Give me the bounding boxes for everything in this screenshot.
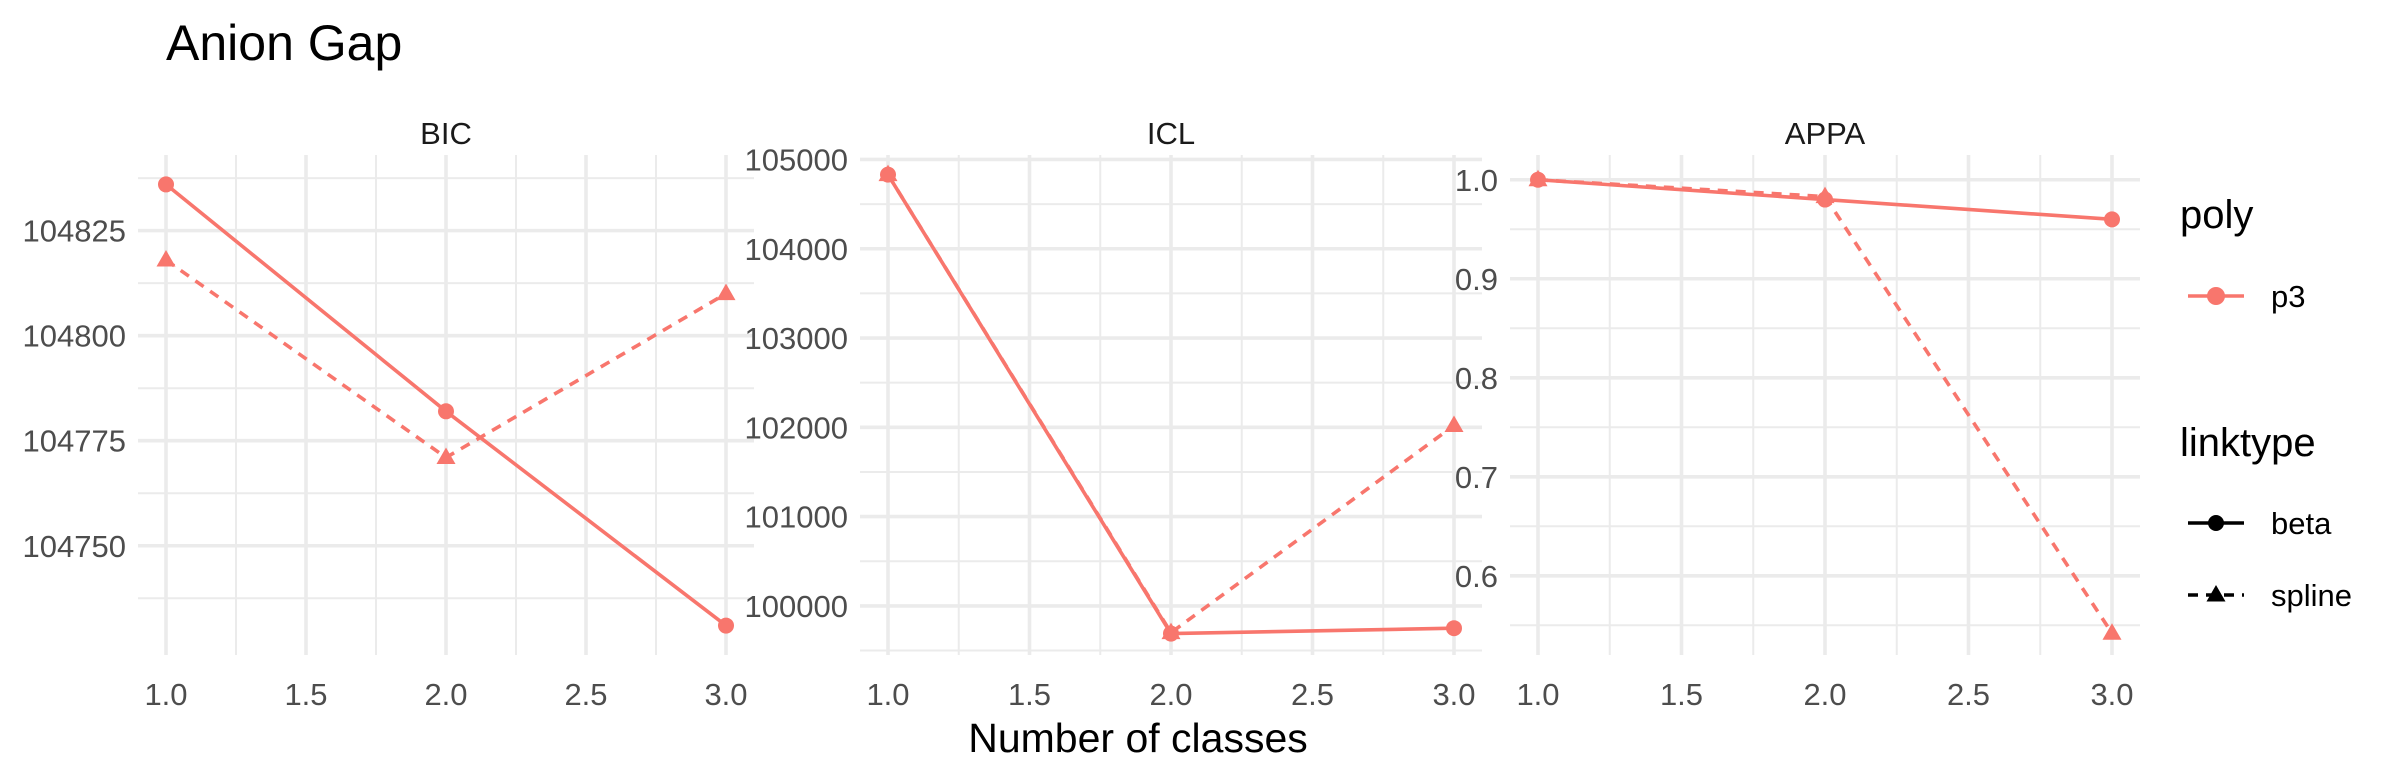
- x-tick-label: 2.0: [424, 677, 467, 712]
- series-line-spline: [1537, 177, 2114, 635]
- legend-title-linktype: linktype: [2180, 421, 2316, 465]
- data-point-spline: [436, 447, 456, 465]
- x-tick-label: 3.0: [1432, 677, 1475, 712]
- y-tick-label: 100000: [745, 589, 848, 624]
- x-tick-label: 1.0: [866, 677, 909, 712]
- data-point-beta: [438, 403, 454, 420]
- y-tick-label: 0.7: [1455, 460, 1498, 495]
- data-point-spline: [878, 164, 898, 182]
- y-tick-label: 104000: [745, 232, 848, 267]
- panels: 1.0 1.5 2.0 2.5 3.0 104750 104775 104800 104825 B…: [23, 116, 2140, 712]
- legend-key-triangle: [2206, 585, 2226, 602]
- x-tick-label: 2.0: [1803, 677, 1846, 712]
- y-tick-label: 101000: [745, 500, 848, 535]
- x-tick-label: 2.5: [1291, 677, 1334, 712]
- data-point-beta: [718, 617, 734, 634]
- data-point-spline: [2102, 623, 2122, 640]
- panel-icl: 1.0 1.5 2.0 2.5 3.0 100000 101000 102000 103000 1…: [745, 116, 1482, 712]
- legend-key-point: [2207, 287, 2225, 305]
- data-point-spline: [716, 283, 736, 301]
- data-point-spline: [1815, 186, 1835, 204]
- panel-strip-label: ICL: [1147, 116, 1195, 151]
- x-tick-label: 1.0: [144, 677, 187, 712]
- x-tick-label: 1.5: [1008, 677, 1051, 712]
- y-tick-label: 104825: [23, 214, 126, 249]
- legend-key-circle: [2208, 515, 2224, 531]
- legend-label-spline: spline: [2271, 578, 2352, 613]
- data-point-spline: [1161, 622, 1181, 640]
- data-point-beta: [2104, 211, 2120, 228]
- legend-title-poly: poly: [2180, 193, 2253, 237]
- data-point-spline: [156, 250, 176, 267]
- x-tick-label: 1.0: [1516, 677, 1559, 712]
- legend: poly p3 linktype beta spline: [2180, 193, 2352, 613]
- y-tick-label: 0.6: [1455, 559, 1498, 594]
- y-tick-label: 0.8: [1455, 361, 1498, 396]
- x-tick-label: 2.0: [1149, 677, 1192, 712]
- y-tick-label: 104750: [23, 529, 126, 564]
- y-tick-label: 104775: [23, 424, 126, 459]
- data-point-beta: [158, 176, 174, 193]
- x-tick-label: 2.5: [1947, 677, 1990, 712]
- panel-bic: 1.0 1.5 2.0 2.5 3.0 104750 104775 104800 104825 B…: [23, 116, 754, 712]
- y-tick-label: 0.9: [1455, 262, 1498, 297]
- panel-appa: 1.0 1.5 2.0 2.5 3.0 0.6 0.7 0.8 0.9 1.0 APPA: [1455, 116, 2140, 712]
- y-tick-label: 1.0: [1455, 163, 1498, 198]
- y-tick-label: 105000: [745, 142, 848, 177]
- x-tick-label: 1.5: [1660, 677, 1703, 712]
- x-tick-label: 3.0: [704, 677, 747, 712]
- chart-title: Anion Gap: [166, 15, 402, 71]
- data-point-beta: [1446, 620, 1462, 637]
- y-tick-label: 104800: [23, 319, 126, 354]
- x-tick-label: 3.0: [2090, 677, 2133, 712]
- legend-label-beta: beta: [2271, 506, 2332, 541]
- legend-label-p3: p3: [2271, 279, 2305, 314]
- x-tick-label: 1.5: [284, 677, 327, 712]
- x-tick-label: 2.5: [564, 677, 607, 712]
- y-tick-label: 103000: [745, 321, 848, 356]
- data-point-spline: [1528, 169, 1548, 187]
- panel-strip-label: BIC: [420, 116, 472, 151]
- x-axis-title: Number of classes: [968, 715, 1308, 761]
- y-tick-label: 102000: [745, 410, 848, 445]
- data-point-spline: [1444, 415, 1464, 433]
- panel-strip-label: APPA: [1785, 116, 1866, 151]
